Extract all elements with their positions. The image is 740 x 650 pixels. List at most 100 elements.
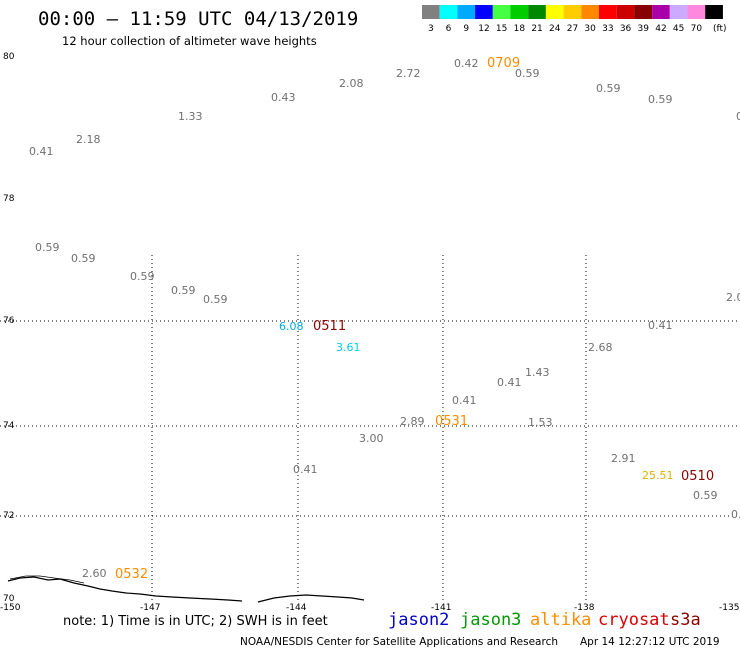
scale-swatch xyxy=(581,5,599,19)
graticule xyxy=(0,255,740,600)
scale-swatch xyxy=(422,5,440,19)
scale-tick-label: 12 xyxy=(478,24,489,34)
lon-label-135: -135 xyxy=(719,603,739,613)
wave-height-label: 0.41 xyxy=(293,463,318,476)
wave-height-label: 0.59 xyxy=(130,270,155,283)
scale-swatch xyxy=(634,5,653,19)
scale-swatch xyxy=(545,5,564,19)
wave-height-label: 0.41 xyxy=(497,376,522,389)
scale-swatch xyxy=(510,5,529,19)
lon-label-144: -144 xyxy=(286,603,307,613)
scale-swatch xyxy=(475,5,493,19)
wave-height-label: 3.61 xyxy=(336,341,361,354)
lat-label-72: 72 xyxy=(3,511,14,521)
wave-height-label: 0.41 xyxy=(29,145,54,158)
scale-tick-label: 36 xyxy=(620,24,632,34)
wave-height-label: 25.51 xyxy=(642,469,674,482)
scale-tick-label: 15 xyxy=(496,24,507,34)
footer-note: note: 1) Time is in UTC; 2) SWH is in fe… xyxy=(63,614,328,629)
wave-height-label: 0.43 xyxy=(271,91,296,104)
lat-label-80: 80 xyxy=(3,52,15,62)
wave-height-label: 2.72 xyxy=(396,67,421,80)
wave-height-label: 0. xyxy=(731,508,740,521)
satellite-name-altika: altika xyxy=(530,610,591,630)
scale-swatch xyxy=(563,5,582,19)
satellite-name-jason2: jason2 xyxy=(388,610,449,630)
pass-time-label: 0510 xyxy=(681,469,714,484)
scale-swatch xyxy=(652,5,670,19)
scale-tick-label: 70 xyxy=(691,24,703,34)
scale-swatch xyxy=(705,5,723,19)
scale-swatch xyxy=(687,5,706,19)
scale-tick-label: 6 xyxy=(446,24,452,34)
scale-tick-label: 39 xyxy=(638,24,650,34)
wave-height-label: 0.59 xyxy=(71,252,96,265)
scale-tick-label: 9 xyxy=(463,24,469,34)
scale-tick-label: 24 xyxy=(549,24,561,34)
scale-tick-label: 21 xyxy=(531,24,542,34)
wave-height-label: 0.59 xyxy=(693,489,718,502)
wave-height-label: 2.08 xyxy=(339,77,364,90)
credit-timestamp: Apr 14 12:27:12 UTC 2019 xyxy=(580,636,720,648)
wave-height-label: 0.59 xyxy=(515,67,540,80)
scale-swatch xyxy=(528,5,546,19)
pass-time-label: 0511 xyxy=(313,319,346,334)
page-subtitle: 12 hour collection of altimeter wave hei… xyxy=(62,34,317,48)
scale-swatch xyxy=(599,5,617,19)
satellite-name-jason3: jason3 xyxy=(460,610,521,630)
wave-height-label: 2.0 xyxy=(726,291,740,304)
wave-height-label: 0.59 xyxy=(203,293,228,306)
scale-tick-label: 33 xyxy=(602,24,613,34)
lat-label-76: 76 xyxy=(3,316,15,326)
pass-time-label: 0532 xyxy=(115,567,148,582)
lat-label-70: 70 xyxy=(3,594,15,604)
wave-height-label: 0.59 xyxy=(596,82,621,95)
wave-height-label: 0 xyxy=(736,110,740,123)
scale-swatch xyxy=(669,5,688,19)
coastline-right xyxy=(257,594,365,603)
scale-swatch xyxy=(457,5,476,19)
wave-height-label: 2.60 xyxy=(82,567,107,580)
satellite-name-cryosat: cryosat xyxy=(598,610,670,630)
wave-height-label: 1.33 xyxy=(178,110,203,123)
lon-label-138: -138 xyxy=(574,603,595,613)
scale-swatch xyxy=(439,5,458,19)
lon-label-141: -141 xyxy=(431,603,451,613)
wave-height-label: 0.42 xyxy=(454,57,479,70)
coastline-islands xyxy=(9,575,85,584)
wave-height-label: 0.41 xyxy=(452,394,477,407)
wave-height-label: 1.43 xyxy=(525,366,550,379)
satellite-name-s3a: s3a xyxy=(670,610,701,630)
wave-height-label: 6.08 xyxy=(279,320,304,333)
coastline-left xyxy=(7,576,243,602)
satellite-legend: jason2 jason3 altika cryosat s3a xyxy=(388,610,701,630)
wave-height-label: 0.59 xyxy=(171,284,196,297)
scale-swatch xyxy=(492,5,511,19)
scale-tick-label: 45 xyxy=(673,24,684,34)
page-title: 00:00 – 11:59 UTC 04/13/2019 xyxy=(38,8,358,30)
wave-height-label: 2.89 xyxy=(400,415,425,428)
scale-tick-label: 18 xyxy=(514,24,526,34)
scale-tick-label: 30 xyxy=(584,24,596,34)
scale-unit-label: (ft) xyxy=(713,24,727,34)
wave-height-label: 1.53 xyxy=(528,416,553,429)
wave-height-color-scale: 3 6 9 12 15 18 21 24 27 30 33 36 39 42 45 70 xyxy=(422,5,723,34)
wave-height-label: 0.59 xyxy=(35,241,60,254)
pass-time-labels: 0709 0511 0531 0510 0532 xyxy=(115,56,714,582)
wave-height-label: 3.00 xyxy=(359,432,384,445)
credit-organization: NOAA/NESDIS Center for Satellite Applica… xyxy=(240,636,558,648)
wave-height-label: 0.59 xyxy=(648,93,673,106)
wave-height-label: 2.68 xyxy=(588,341,613,354)
wave-height-labels: 0.41 2.18 1.33 0.43 2.08 2.72 0.42 0.59 0.59 0.59… xyxy=(29,57,740,580)
lon-label-150: -150 xyxy=(0,603,21,613)
wave-height-label: 2.91 xyxy=(611,452,636,465)
lat-label-78: 78 xyxy=(3,194,15,204)
wave-height-label: 0.41 xyxy=(648,319,673,332)
wave-height-label: 2.18 xyxy=(76,133,101,146)
lat-label-74: 74 xyxy=(3,421,15,431)
scale-tick-label: 3 xyxy=(428,24,434,34)
pass-time-label: 0531 xyxy=(435,414,468,429)
pass-time-label: 0709 xyxy=(487,56,520,71)
lon-label-147: -147 xyxy=(140,603,160,613)
